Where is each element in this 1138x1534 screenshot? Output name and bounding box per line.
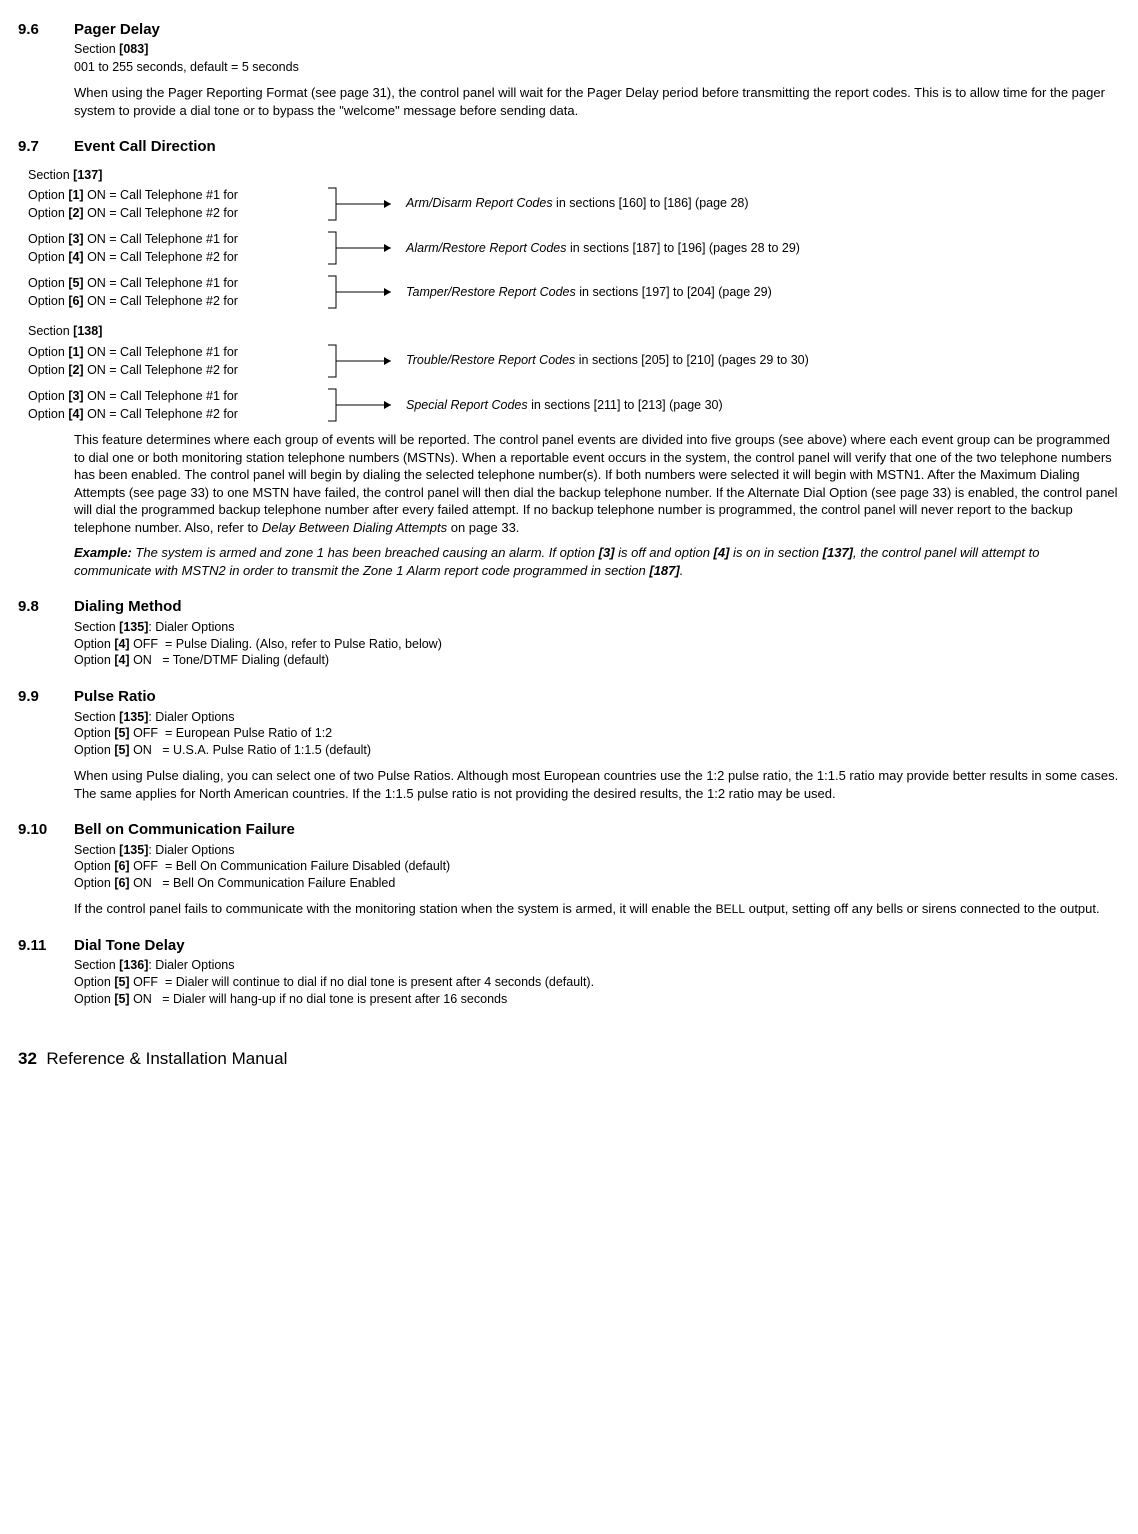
option-line: Option [4] OFF = Pulse Dialing. (Also, r… <box>74 636 442 653</box>
section-title: Pager Delay <box>74 20 299 40</box>
arrow-icon <box>326 343 406 379</box>
page-footer: 32 Reference & Installation Manual <box>18 1048 1120 1071</box>
option-line: Option [6] ON = Bell On Communication Fa… <box>74 875 450 892</box>
section-9-11: 9.11 Dial Tone Delay Section [136]: Dial… <box>18 936 1120 1008</box>
body-text: This feature determines where each group… <box>74 431 1120 536</box>
section-title: Dialing Method <box>74 597 442 617</box>
body-text: When using Pulse dialing, you can select… <box>74 767 1120 802</box>
option-line: Section [135]: Dialer Options <box>74 619 442 636</box>
option-text: Option [1] ON = Call Telephone #1 for Op… <box>28 343 326 379</box>
body-text: If the control panel fails to communicat… <box>74 900 1120 918</box>
section-9-10: 9.10 Bell on Communication Failure Secti… <box>18 820 1120 917</box>
bell-label: BELL <box>716 902 745 916</box>
section-number: 9.6 <box>18 20 74 40</box>
report-codes-text: Tamper/Restore Report Codes in sections … <box>406 284 772 301</box>
option-line: Section [136]: Dialer Options <box>74 957 594 974</box>
section-title: Event Call Direction <box>74 137 216 157</box>
report-codes-text: Special Report Codes in sections [211] t… <box>406 397 723 414</box>
section-number: 9.10 <box>18 820 74 840</box>
option-line: Option [6] OFF = Bell On Communication F… <box>74 858 450 875</box>
section-9-6: 9.6 Pager Delay Section [083] 001 to 255… <box>18 20 1120 119</box>
section-9-8: 9.8 Dialing Method Section [135]: Dialer… <box>18 597 1120 669</box>
option-text: Option [5] ON = Call Telephone #1 for Op… <box>28 274 326 310</box>
option-line: Option [4] ON = Tone/DTMF Dialing (defau… <box>74 652 442 669</box>
page-number: 32 <box>18 1049 37 1068</box>
body-text: When using the Pager Reporting Format (s… <box>74 84 1120 119</box>
option-line: Option [5] OFF = Dialer will continue to… <box>74 974 594 991</box>
option-text: Option [3] ON = Call Telephone #1 for Op… <box>28 387 326 423</box>
section-label: Section [138] <box>28 322 326 340</box>
section-title: Pulse Ratio <box>74 687 371 707</box>
report-codes-text: Arm/Disarm Report Codes in sections [160… <box>406 195 749 212</box>
report-codes-text: Trouble/Restore Report Codes in sections… <box>406 352 809 369</box>
option-line: Option [5] ON = U.S.A. Pulse Ratio of 1:… <box>74 742 371 759</box>
option-text: Option [1] ON = Call Telephone #1 for Op… <box>28 186 326 222</box>
section-title: Bell on Communication Failure <box>74 820 450 840</box>
option-line: Section [135]: Dialer Options <box>74 842 450 859</box>
section-label: Section [083] <box>74 41 299 58</box>
example-text: Example: The system is armed and zone 1 … <box>74 544 1120 579</box>
range-line: 001 to 255 seconds, default = 5 seconds <box>74 58 299 76</box>
diagram-137: Section [137] Option [1] ON = Call Telep… <box>28 166 1120 311</box>
diagram-138: Section [138] Option [1] ON = Call Telep… <box>28 322 1120 423</box>
section-9-9: 9.9 Pulse Ratio Section [135]: Dialer Op… <box>18 687 1120 802</box>
section-number: 9.7 <box>18 137 74 157</box>
footer-text: Reference & Installation Manual <box>46 1049 287 1068</box>
report-codes-text: Alarm/Restore Report Codes in sections [… <box>406 240 800 257</box>
section-number: 9.11 <box>18 936 74 956</box>
option-text: Option [3] ON = Call Telephone #1 for Op… <box>28 230 326 266</box>
option-line: Option [5] OFF = European Pulse Ratio of… <box>74 725 371 742</box>
arrow-icon <box>326 186 406 222</box>
option-line: Option [5] ON = Dialer will hang-up if n… <box>74 991 594 1008</box>
section-label: Section [137] <box>28 166 326 184</box>
option-line: Section [135]: Dialer Options <box>74 709 371 726</box>
section-number: 9.9 <box>18 687 74 707</box>
section-title: Dial Tone Delay <box>74 936 594 956</box>
arrow-icon <box>326 230 406 266</box>
section-number: 9.8 <box>18 597 74 617</box>
arrow-icon <box>326 274 406 310</box>
section-9-7: 9.7 Event Call Direction Section [137] O… <box>18 137 1120 579</box>
arrow-icon <box>326 387 406 423</box>
